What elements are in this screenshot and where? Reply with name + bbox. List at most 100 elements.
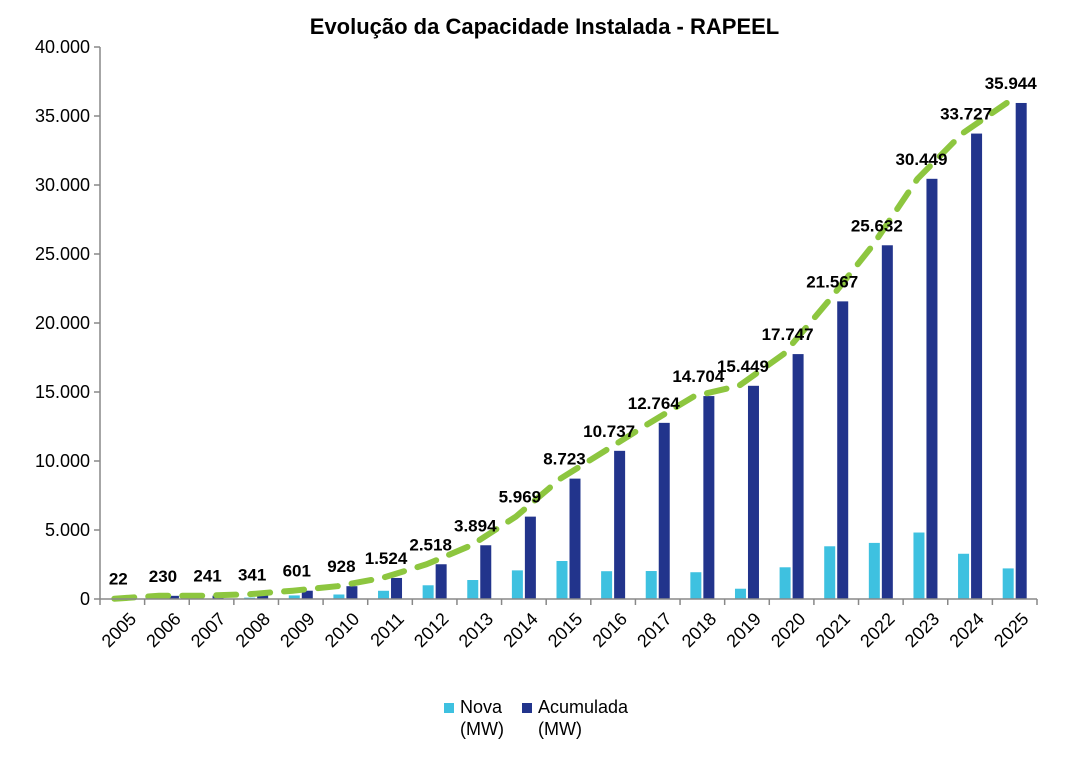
x-tick-label: 2021 xyxy=(812,609,854,651)
y-tick-label: 15.000 xyxy=(35,382,90,402)
data-label-2017: 12.764 xyxy=(628,394,681,413)
y-tick-label: 5.000 xyxy=(45,520,90,540)
y-tick-label: 30.000 xyxy=(35,175,90,195)
data-label-2010: 928 xyxy=(327,557,355,576)
data-label-2013: 3.894 xyxy=(454,516,497,535)
data-labels-group: 22 230 241 341 601 928 1.5242.5183.8945.9698.7… xyxy=(109,74,1037,589)
y-tick-label: 35.000 xyxy=(35,106,90,126)
data-label-2007: 241 xyxy=(193,567,221,586)
bar-acumulada-2023 xyxy=(926,178,938,599)
y-tick-label: 25.000 xyxy=(35,244,90,264)
x-tick-label: 2008 xyxy=(232,609,274,651)
bar-acumulada-2010 xyxy=(346,586,358,599)
legend-label-nova: Nova (MW) xyxy=(460,697,504,739)
data-label-2009: 601 xyxy=(283,562,311,581)
data-label-2019: 15.449 xyxy=(717,357,769,376)
x-tick-label: 2016 xyxy=(589,609,631,651)
bar-acumulada-2019 xyxy=(747,385,759,599)
bar-nova-2013 xyxy=(467,580,479,599)
bar-acumulada-2013 xyxy=(480,545,492,599)
data-label-2016: 10.737 xyxy=(583,422,635,441)
x-tick-label: 2011 xyxy=(366,609,408,651)
data-label-2011: 1.524 xyxy=(365,549,408,568)
legend-item-acumulada: Acumulada (MW) xyxy=(521,696,629,740)
bar-nova-2014 xyxy=(511,570,523,599)
data-label-2023: 30.449 xyxy=(895,150,947,169)
data-label-2025: 35.944 xyxy=(985,74,1038,93)
x-tick-label: 2020 xyxy=(767,609,809,651)
bar-nova-2020 xyxy=(779,567,791,599)
bar-acumulada-2020 xyxy=(792,354,804,599)
chart-title: Evolução da Capacidade Instalada - RAPEE… xyxy=(309,14,780,39)
x-tick-label: 2018 xyxy=(678,609,720,651)
bar-nova-2021 xyxy=(824,546,836,599)
x-tick-label: 2013 xyxy=(455,609,497,651)
y-tick-label: 20.000 xyxy=(35,313,90,333)
bar-nova-2019 xyxy=(734,588,746,599)
bar-nova-2009 xyxy=(288,595,300,599)
bar-nova-2022 xyxy=(868,542,880,599)
data-label-2005: 22 xyxy=(109,570,128,589)
x-tick-label: 2014 xyxy=(499,609,541,651)
x-tick-label: 2006 xyxy=(142,609,184,651)
bar-acumulada-2011 xyxy=(391,577,403,599)
legend-swatch-acumulada xyxy=(521,703,532,713)
y-tick-label: 40.000 xyxy=(35,37,90,57)
legend-label-acumulada: Acumulada (MW) xyxy=(537,697,629,739)
x-tick-label: 2010 xyxy=(321,609,363,651)
bar-acumulada-2022 xyxy=(881,245,893,600)
bar-nova-2011 xyxy=(378,590,390,599)
bar-nova-2024 xyxy=(958,553,970,599)
x-tick-label: 2022 xyxy=(856,609,898,651)
x-tick-label: 2007 xyxy=(187,609,229,651)
bar-acumulada-2012 xyxy=(435,564,447,599)
trend-line-group xyxy=(111,100,1010,602)
x-tick-label: 2009 xyxy=(276,609,318,651)
bar-acumulada-2014 xyxy=(524,516,536,599)
y-tick-label: 0 xyxy=(80,589,90,609)
bar-acumulada-2016 xyxy=(614,450,626,599)
x-tick-label: 2019 xyxy=(722,609,764,651)
legend-item-nova: Nova (MW) xyxy=(444,696,504,740)
bar-acumulada-2009 xyxy=(301,590,313,599)
data-label-2015: 8.723 xyxy=(543,450,586,469)
bar-nova-2017 xyxy=(645,571,657,599)
bar-acumulada-2024 xyxy=(971,133,983,600)
data-label-2024: 33.727 xyxy=(940,105,992,124)
data-label-2014: 5.969 xyxy=(499,488,542,507)
x-tick-label: 2024 xyxy=(945,609,987,651)
bar-acumulada-2021 xyxy=(837,301,849,599)
bar-acumulada-2017 xyxy=(658,422,670,599)
bar-nova-2018 xyxy=(690,572,702,599)
data-label-2022: 25.632 xyxy=(851,216,903,235)
x-tick-label: 2005 xyxy=(98,609,140,651)
bar-nova-2025 xyxy=(1002,568,1014,599)
bar-acumulada-2025 xyxy=(1015,102,1027,599)
bar-nova-2012 xyxy=(422,585,434,599)
data-label-2008: 341 xyxy=(238,565,266,584)
x-tick-label: 2023 xyxy=(901,609,943,651)
bar-acumulada-2015 xyxy=(569,478,581,599)
x-tick-label: 2012 xyxy=(410,609,452,651)
y-tick-label: 10.000 xyxy=(35,451,90,471)
data-label-2020: 17.747 xyxy=(762,325,814,344)
bar-acumulada-2018 xyxy=(703,396,715,599)
bar-nova-2023 xyxy=(913,532,925,599)
data-label-2018: 14.704 xyxy=(672,367,725,386)
bar-acumulada-2008 xyxy=(257,594,269,599)
x-tick-label: 2025 xyxy=(990,609,1032,651)
bar-nova-2015 xyxy=(556,560,568,599)
trend-line xyxy=(111,100,1010,602)
legend: Nova (MW) Acumulada (MW) xyxy=(444,696,628,740)
data-label-2006: 230 xyxy=(149,567,177,586)
data-label-2012: 2.518 xyxy=(409,535,452,554)
bar-nova-2010 xyxy=(333,594,345,599)
x-tick-label: 2017 xyxy=(633,609,675,651)
data-label-2021: 21.567 xyxy=(806,272,858,291)
legend-swatch-nova xyxy=(444,703,454,713)
bar-nova-2016 xyxy=(601,571,613,599)
bars-group xyxy=(110,102,1027,600)
bar-acumulada-2006 xyxy=(167,595,179,599)
x-tick-label: 2015 xyxy=(544,609,586,651)
